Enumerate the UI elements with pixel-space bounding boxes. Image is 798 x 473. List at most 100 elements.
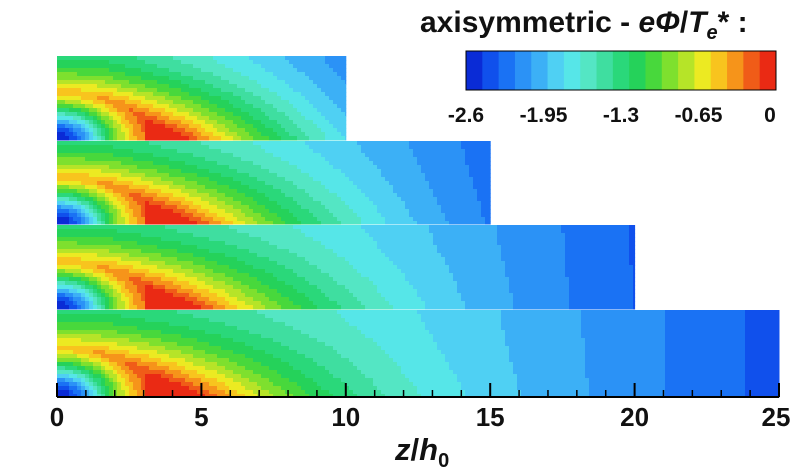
contour-cell [273,257,278,262]
contour-cell [145,153,150,158]
contour-cell [213,245,218,250]
contour-cell [221,289,226,294]
contour-cell [113,124,118,129]
contour-cell [125,157,130,162]
contour-cell [105,149,110,154]
contour-cell [401,205,406,210]
contour-cell [97,253,102,258]
contour-cell [169,225,174,230]
contour-cell [233,285,238,290]
contour-cell [229,217,234,222]
contour-cell [97,205,102,210]
contour-cell [273,193,278,198]
contour-cell [93,281,98,286]
contour-cell [201,141,206,146]
contour-cell [293,157,298,162]
contour-cell [145,305,150,310]
contour-cell [109,64,114,69]
contour-cell [109,241,114,246]
contour-cell [337,157,342,162]
contour-cell [93,193,98,198]
contour-cell [293,80,298,85]
contour-cell [221,64,226,69]
contour-cell [153,165,158,170]
contour-cell [177,261,182,266]
contour-cell [169,285,174,290]
contour-cell [217,76,222,81]
contour-cell [93,181,98,186]
contour-cell [161,229,166,234]
contour-cell [153,273,158,278]
contour-cell [109,209,114,214]
contour-cell [261,213,266,218]
contour-cell [389,173,394,178]
contour-cell [201,116,206,121]
contour-cell [381,185,386,190]
contour-cell [345,120,347,125]
contour-cell [61,241,66,246]
contour-cell [129,221,134,225]
contour-cell [145,56,150,61]
contour-cell [333,80,338,85]
contour-cell [241,221,246,225]
contour-cell [189,80,194,85]
contour-cell [213,80,218,85]
contour-cell [109,269,114,274]
contour-cell [65,273,70,278]
contour-cell [289,193,294,198]
contour-cell [193,261,198,266]
contour-cell [145,277,150,282]
contour-cell [149,128,154,133]
contour-cell [321,181,326,186]
contour-cell [89,141,94,146]
contour-cell [245,285,250,290]
contour-cell [225,217,230,222]
contour-cell [265,253,270,258]
contour-cell [289,209,294,214]
contour-cell [333,213,338,218]
contour-cell [265,165,270,170]
contour-cell [233,96,238,101]
contour-cell [285,128,290,133]
contour-cell [205,185,210,190]
contour-cell [185,100,190,105]
contour-cell [85,293,90,298]
contour-cell [473,205,478,210]
contour-cell [269,161,274,166]
contour-cell [149,96,154,101]
contour-cell [297,104,302,109]
contour-cell [425,197,430,202]
contour-cell [261,84,266,89]
contour-cell [61,124,66,129]
contour-cell [69,124,74,129]
contour-cell [129,273,134,278]
contour-cell [445,205,450,210]
contour-cell [77,88,82,93]
contour-cell [313,149,318,154]
contour-cell [137,124,142,129]
contour-cell [409,189,414,194]
contour-cell [161,60,166,65]
contour-cell [97,261,102,266]
contour-cell [113,141,118,146]
contour-cell [201,92,206,97]
contour-cell [229,72,234,77]
contour-cell [97,145,102,150]
contour-cell [193,233,198,238]
contour-cell [249,100,254,105]
contour-cell [133,305,138,310]
contour-cell [189,177,194,182]
contour-cell [121,193,126,198]
contour-cell [125,261,130,266]
contour-cell [413,157,418,162]
contour-cell [189,76,194,81]
contour-cell [485,161,490,166]
contour-cell [173,229,178,234]
contour-cell [325,221,330,225]
contour-cell [309,221,314,225]
contour-cell [173,293,178,298]
contour-cell [457,141,462,146]
contour-cell [105,261,110,266]
contour-cell [69,177,74,182]
contour-cell [241,153,246,158]
